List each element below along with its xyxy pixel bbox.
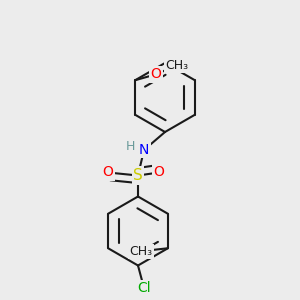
Text: O: O	[151, 67, 162, 81]
Text: CH₃: CH₃	[129, 245, 152, 258]
Text: O: O	[154, 166, 164, 179]
Text: O: O	[103, 166, 113, 179]
Text: Cl: Cl	[137, 281, 151, 295]
Text: N: N	[139, 143, 149, 157]
Text: CH₃: CH₃	[166, 59, 189, 72]
Text: S: S	[133, 168, 143, 183]
Text: H: H	[126, 140, 135, 154]
